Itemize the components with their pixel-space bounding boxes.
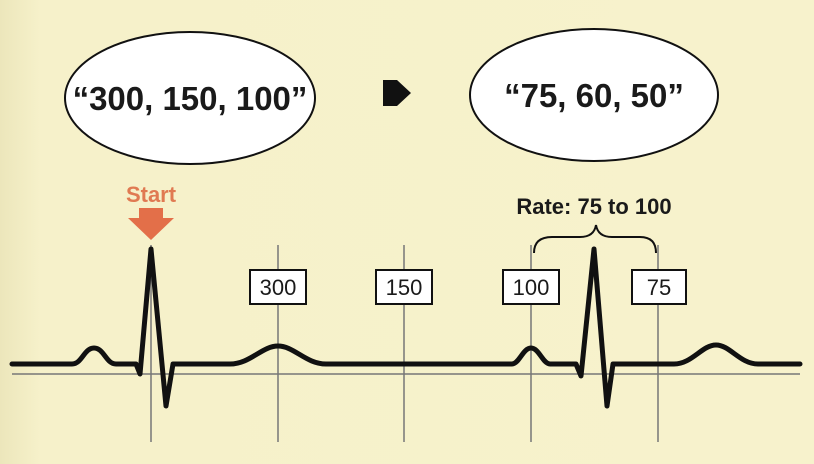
box-150-text: 150 <box>386 275 423 300</box>
ecg-trace <box>9 246 803 409</box>
box-100: 100 <box>502 269 560 305</box>
box-75: 75 <box>631 269 687 305</box>
right-oval-text: “75, 60, 50” <box>504 77 684 114</box>
box-300: 300 <box>249 269 307 305</box>
start-down-arrow-icon <box>128 208 174 240</box>
start-label: Start <box>126 182 177 207</box>
right-oval: “75, 60, 50” <box>469 28 719 162</box>
box-100-text: 100 <box>513 275 550 300</box>
box-75-text: 75 <box>647 275 671 300</box>
box-150: 150 <box>375 269 433 305</box>
left-oval: “300, 150, 100” <box>64 31 316 165</box>
box-300-text: 300 <box>260 275 297 300</box>
rate-label: Rate: 75 to 100 <box>516 194 671 219</box>
right-pentagon-arrow-icon <box>383 80 411 106</box>
rate-brace <box>533 224 657 254</box>
left-oval-text: “300, 150, 100” <box>73 80 308 117</box>
